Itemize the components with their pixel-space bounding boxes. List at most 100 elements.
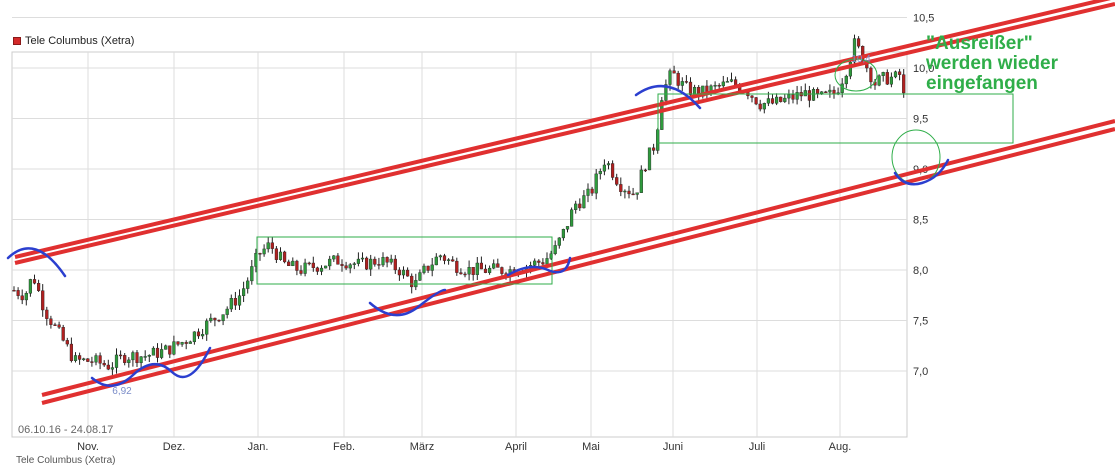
candle-body xyxy=(631,193,635,196)
x-tick-label: März xyxy=(410,441,434,453)
candle-body xyxy=(86,358,90,362)
candle-body xyxy=(889,76,893,85)
candle-body xyxy=(77,355,82,360)
candle-body xyxy=(537,260,541,263)
candle-body xyxy=(139,356,143,364)
candle-body xyxy=(61,327,65,341)
candle-body xyxy=(73,355,78,361)
candle-body xyxy=(291,260,295,267)
candle-body xyxy=(287,261,291,267)
candle-body xyxy=(32,279,37,284)
candle-body xyxy=(229,298,233,310)
candle-body xyxy=(721,81,725,87)
candle-body xyxy=(578,203,582,209)
candle-body xyxy=(12,290,16,292)
channel-upper-line-b xyxy=(14,2,1115,265)
candle-body xyxy=(615,177,619,185)
candle-body xyxy=(159,349,164,358)
candle-body xyxy=(352,263,356,265)
candle-body xyxy=(98,355,102,364)
candle-body xyxy=(775,96,779,104)
candle-body xyxy=(893,71,898,78)
legend-swatch xyxy=(13,37,21,45)
candle-body xyxy=(28,279,32,294)
candle-body xyxy=(750,95,754,98)
candle-body xyxy=(217,319,221,322)
x-tick-label: Feb. xyxy=(333,441,355,453)
candle-body xyxy=(20,295,24,301)
candle-body xyxy=(434,256,438,266)
candle-body xyxy=(447,259,451,261)
candle-body xyxy=(582,195,586,209)
candle-body xyxy=(479,262,483,270)
plot-area xyxy=(11,51,908,438)
candle-body xyxy=(795,92,799,100)
candle-body xyxy=(643,169,647,172)
candle-body xyxy=(45,309,49,319)
candle-body xyxy=(463,273,467,276)
x-tick-label: Jan. xyxy=(248,441,269,453)
candle-body xyxy=(844,75,848,85)
touch-curve xyxy=(6,247,67,278)
candle-body xyxy=(233,298,237,306)
candle-body xyxy=(365,257,369,270)
candle-body xyxy=(758,103,762,110)
candle-body xyxy=(299,270,303,274)
candle-body xyxy=(869,67,873,83)
touch-curves xyxy=(6,84,950,387)
candle-body xyxy=(664,84,668,101)
candle-body xyxy=(24,293,28,301)
candle-body xyxy=(164,345,168,350)
candle-body xyxy=(594,173,598,194)
candle-body xyxy=(348,264,352,269)
candle-body xyxy=(471,267,475,275)
candle-body xyxy=(574,203,578,210)
candle-body xyxy=(90,361,94,363)
candle-body xyxy=(713,85,717,87)
candle-body xyxy=(611,163,615,178)
touch-curve xyxy=(368,288,447,317)
candle-body xyxy=(676,72,680,86)
x-tick-label: Dez. xyxy=(163,441,186,453)
candle-body xyxy=(729,79,734,82)
candle-body xyxy=(106,364,110,370)
candle-body xyxy=(196,331,201,337)
candle-body xyxy=(586,188,590,196)
candle-body xyxy=(328,258,332,267)
x-tick-label: Juli xyxy=(749,441,766,453)
candle-body xyxy=(430,264,434,271)
candle-body xyxy=(295,260,299,271)
candle-body xyxy=(811,89,816,101)
candle-body xyxy=(619,184,623,192)
candle-body xyxy=(602,164,606,172)
y-tick-label: 10,5 xyxy=(913,13,934,25)
candle-body xyxy=(336,255,340,265)
touch-curve xyxy=(90,346,212,387)
candle-body xyxy=(155,347,160,358)
candle-body xyxy=(598,170,602,175)
candle-body xyxy=(205,320,209,335)
candle-body xyxy=(877,75,881,86)
y-tick-label: 8,0 xyxy=(913,265,928,277)
candle-body xyxy=(319,267,324,272)
candle-body xyxy=(816,89,820,94)
candle-body xyxy=(188,341,192,344)
candle-body xyxy=(787,94,791,99)
candle-body xyxy=(422,265,426,273)
candle-body xyxy=(221,314,225,322)
candle-body xyxy=(209,317,213,322)
candle-body xyxy=(266,242,270,250)
candle-body xyxy=(377,264,381,266)
channel-lower-line-a xyxy=(41,119,1115,397)
candle-body xyxy=(213,317,217,321)
candle-body xyxy=(885,72,889,85)
candle-body xyxy=(488,267,492,273)
candle-body xyxy=(151,347,155,356)
callout-annotation: "Ausreißer" werden wieder eingefangen xyxy=(926,33,1058,94)
candle-body xyxy=(541,262,545,265)
y-tick-label: 8,5 xyxy=(913,215,928,227)
candle-body xyxy=(94,355,98,363)
candle-body xyxy=(37,283,41,291)
candle-body xyxy=(475,262,479,275)
